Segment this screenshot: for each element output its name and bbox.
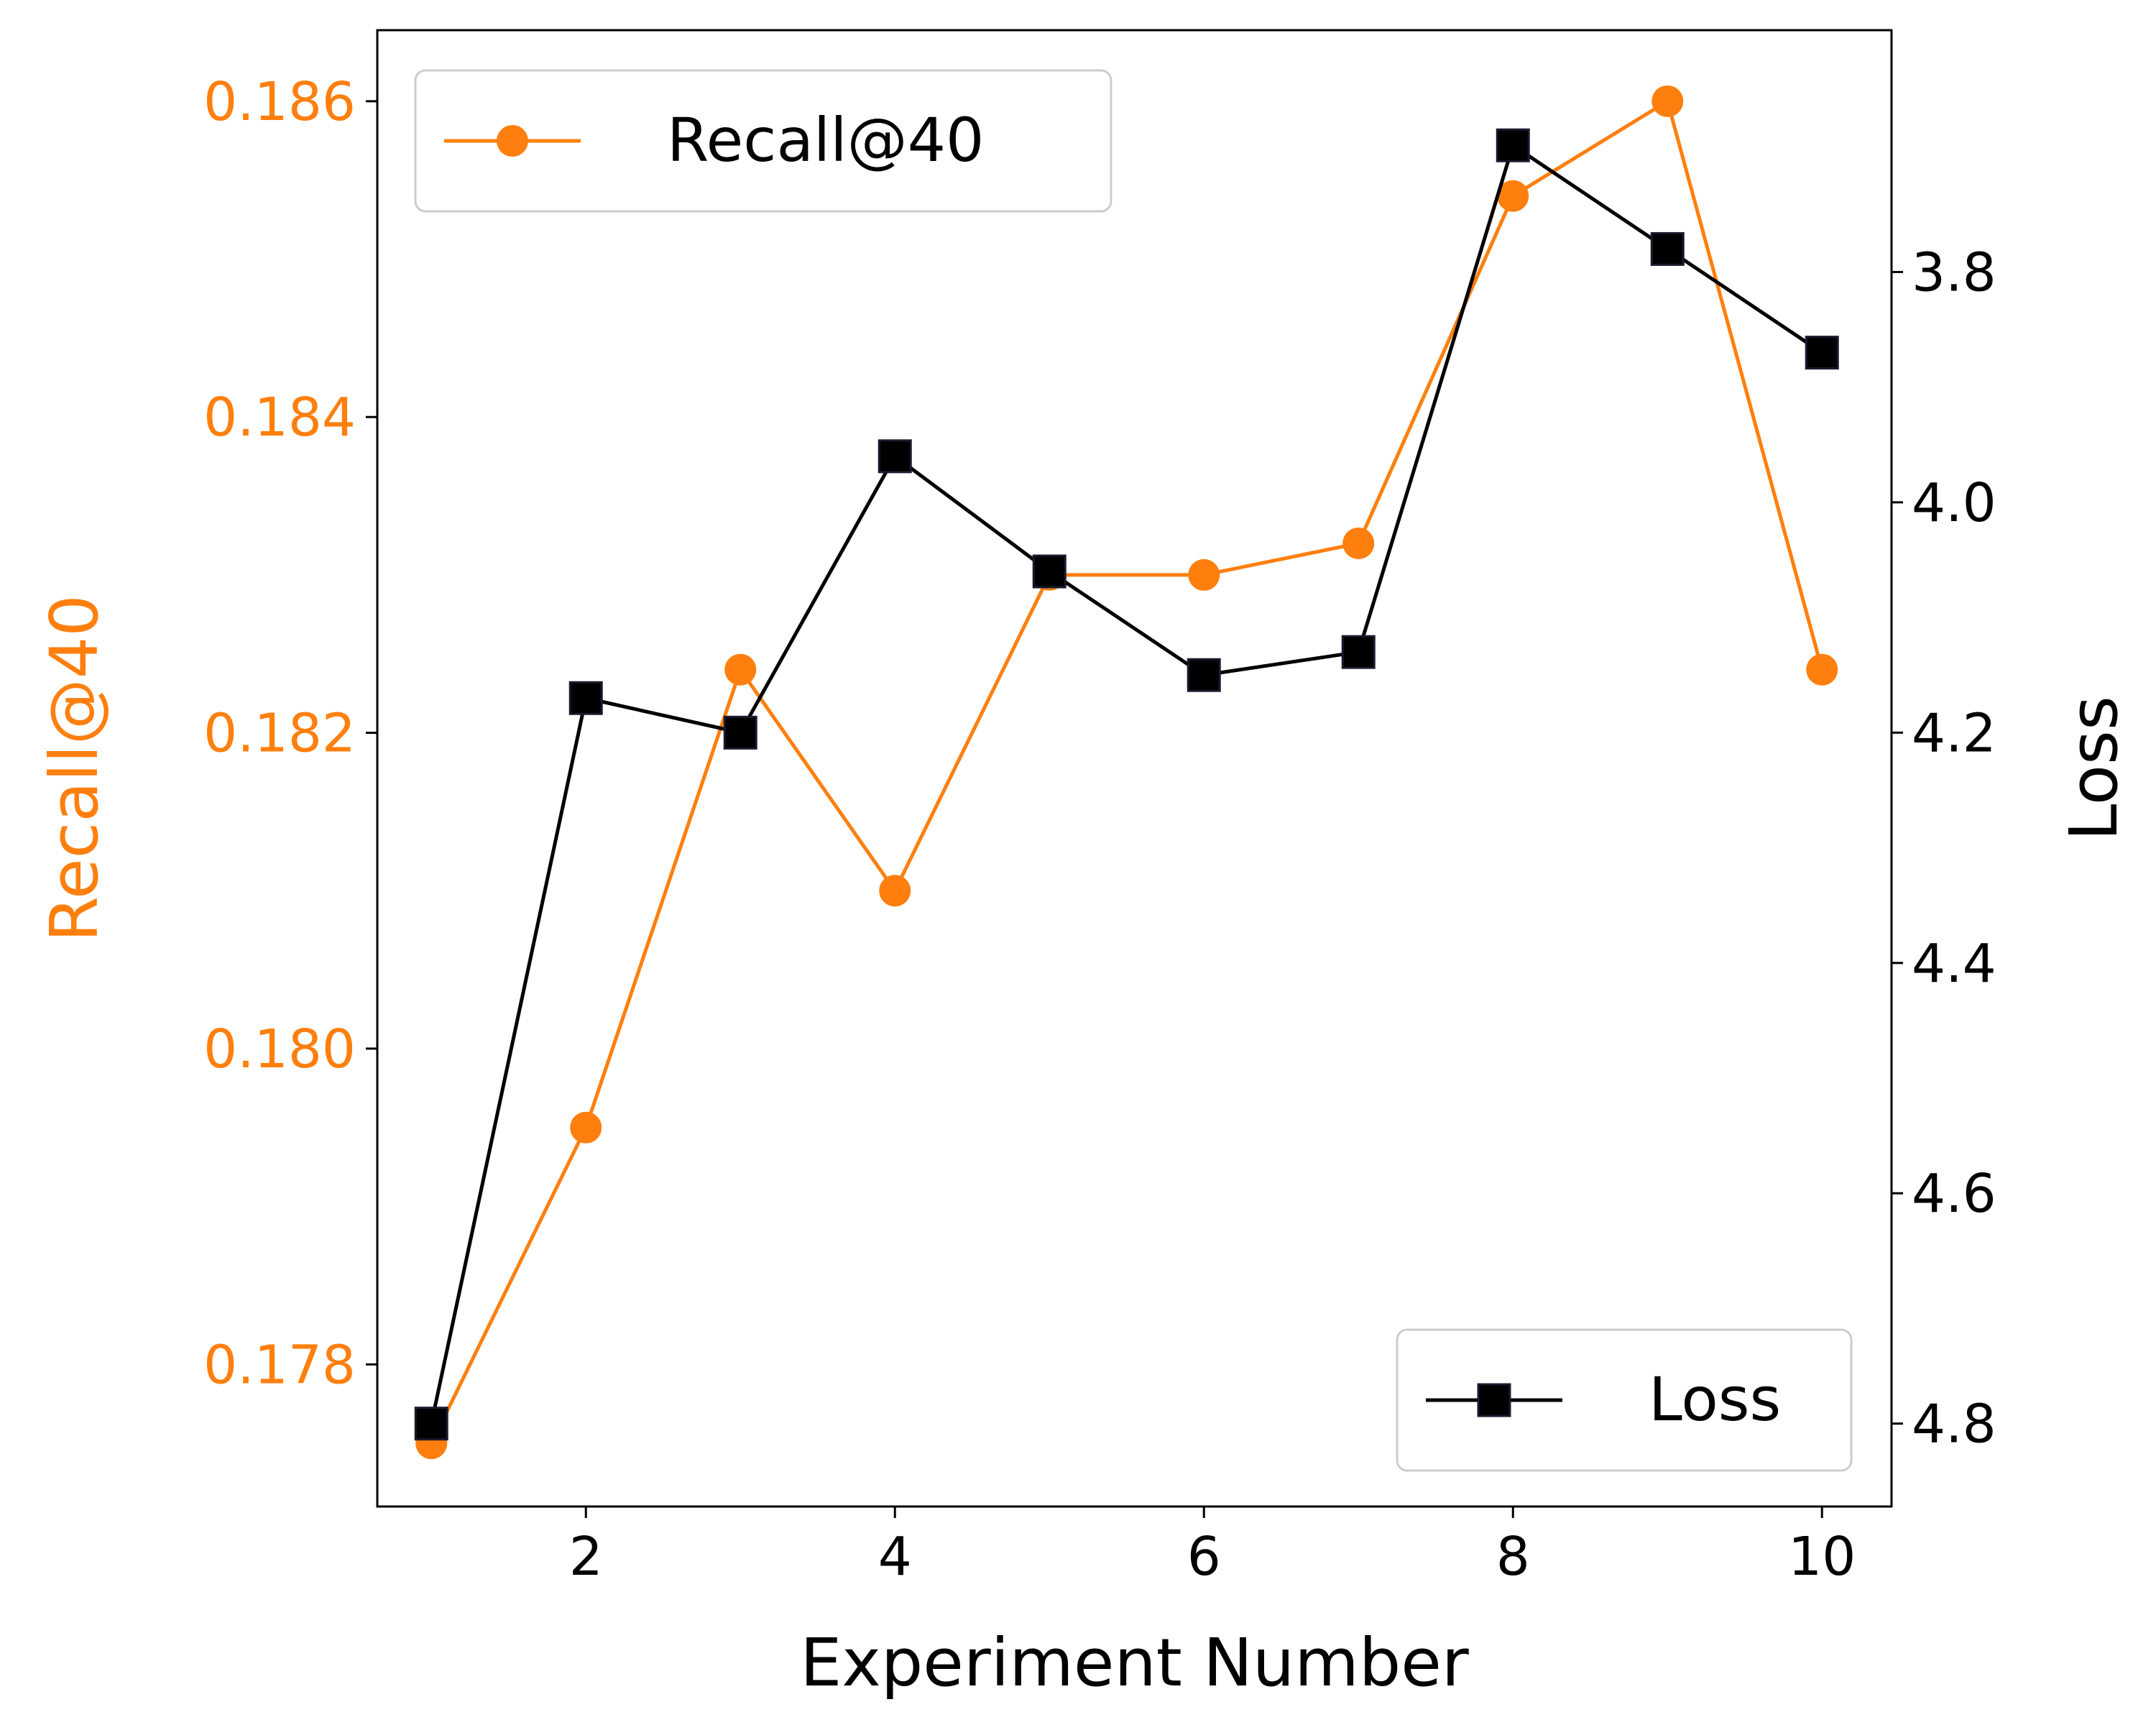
x-tick-label: 2 — [569, 1526, 603, 1588]
x-axis-label: Experiment Number — [800, 1624, 1469, 1701]
legend-loss-marker — [1477, 1383, 1511, 1417]
data-point-recall-40 — [1497, 180, 1529, 212]
y-right-axis-label: Loss — [2055, 696, 2132, 841]
y-right-tick-label: 4.0 — [1912, 472, 1996, 534]
y-left-axis-label: Recall@40 — [36, 594, 113, 942]
data-point-loss — [877, 439, 912, 474]
y-right-tick-label: 4.6 — [1912, 1163, 1996, 1225]
data-point-loss — [568, 681, 603, 715]
legend-recall-box — [414, 69, 1112, 213]
y-left-tick-label: 0.182 — [203, 703, 356, 765]
y-left-tick-label: 0.180 — [203, 1018, 356, 1080]
data-point-loss — [1032, 554, 1067, 589]
y-right-tick-label: 4.2 — [1912, 702, 1996, 764]
data-point-loss — [1341, 635, 1376, 669]
x-tick-label: 6 — [1187, 1526, 1221, 1588]
y-right-tick-label: 4.4 — [1912, 933, 1996, 995]
plot-area: 2 4 6 8 10 Experiment Number 0.178 0.180 0.182 0.… — [36, 29, 2132, 1701]
axes-frame — [376, 29, 1893, 1508]
data-point-recall-40 — [1342, 527, 1375, 559]
data-point-loss — [1805, 336, 1839, 370]
x-tick-label: 8 — [1496, 1526, 1530, 1588]
data-point-recall-40 — [724, 653, 757, 686]
data-point-recall-40 — [879, 875, 911, 907]
y-right-tick-label: 3.8 — [1912, 242, 1996, 303]
legend-recall-marker — [497, 125, 528, 157]
y-left-tick-label: 0.178 — [203, 1334, 356, 1396]
data-point-loss — [1496, 128, 1530, 162]
data-point-loss — [723, 715, 757, 750]
data-point-loss — [414, 1407, 448, 1441]
data-point-recall-40 — [1806, 653, 1838, 686]
data-point-loss — [1187, 658, 1221, 692]
y-left-tick-label: 0.184 — [203, 387, 356, 448]
legend-loss-label: Loss — [1649, 1364, 1781, 1435]
x-tick-label: 4 — [878, 1526, 912, 1588]
y-right-tick-label: 4.8 — [1912, 1394, 1996, 1455]
series-line-loss — [429, 142, 1823, 1425]
data-point-recall-40 — [1651, 85, 1684, 117]
legend-recall-label: Recall@40 — [667, 105, 985, 175]
x-tick-label: 10 — [1788, 1526, 1856, 1588]
data-point-recall-40 — [570, 1111, 602, 1144]
legend-loss-box — [1396, 1328, 1853, 1472]
data-point-recall-40 — [1188, 558, 1220, 591]
y-left-tick-label: 0.186 — [203, 71, 356, 133]
series-line-recall-40 — [430, 98, 1824, 1445]
data-point-loss — [1650, 231, 1685, 266]
